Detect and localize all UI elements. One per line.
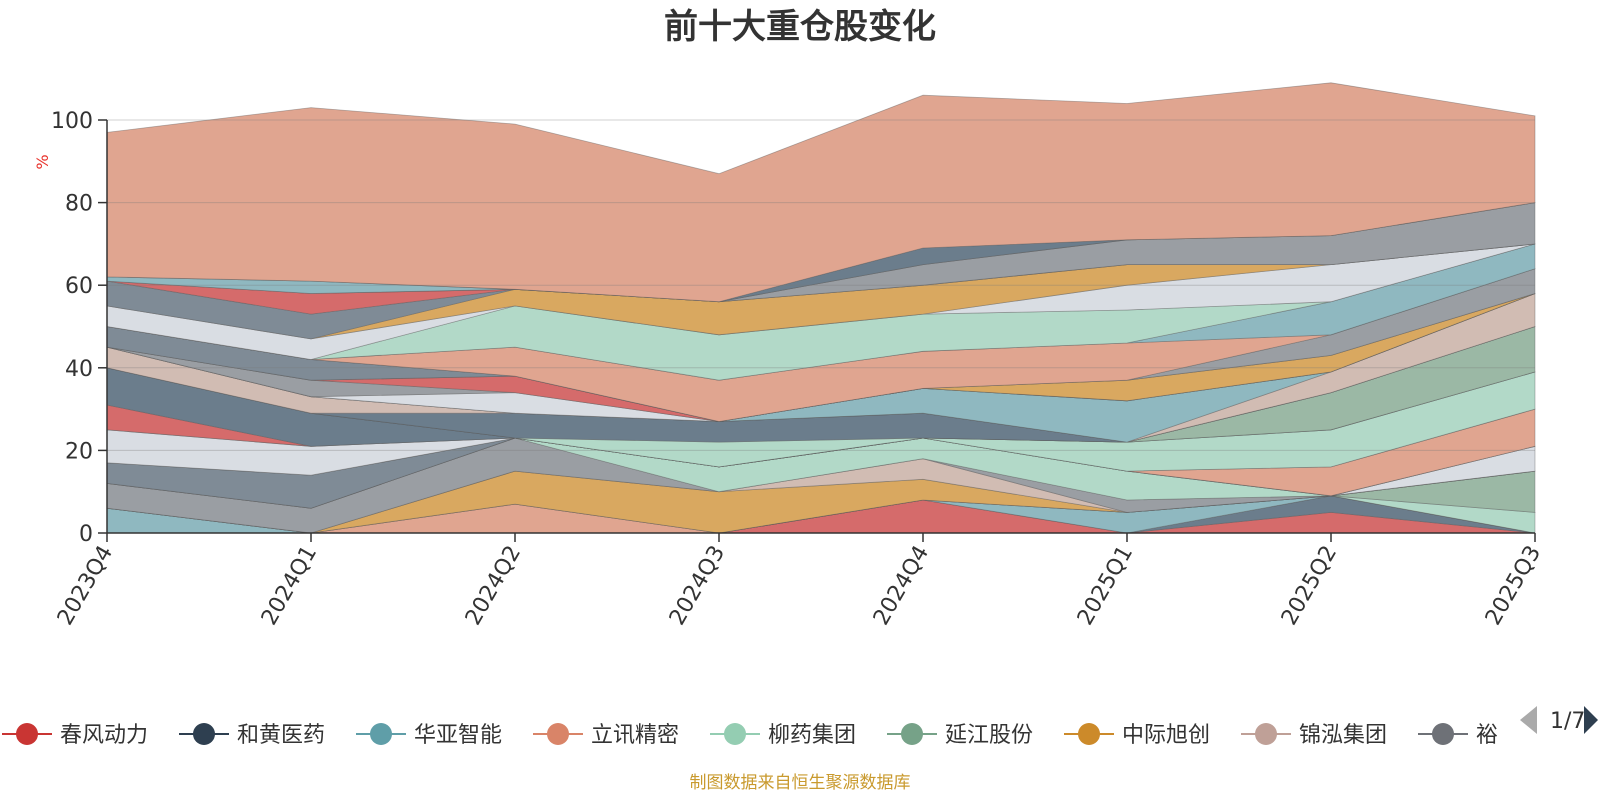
prev-page-icon[interactable] — [1520, 706, 1537, 734]
legend-label: 和黄医药 — [237, 723, 325, 748]
legend-circle-icon — [16, 723, 38, 745]
legend-pager: 1/7 — [1520, 706, 1598, 734]
legend-circle-icon — [370, 723, 392, 745]
area-series-15 — [106, 371, 1536, 472]
source-footnote: 制图数据来自恒生聚源数据库 — [690, 773, 911, 793]
legend-circle-icon — [1432, 723, 1454, 745]
chart-title: 前十大重仓股变化 — [664, 7, 936, 47]
legend-item-0[interactable]: 春风动力 — [2, 723, 148, 748]
area-layers — [106, 82, 1536, 534]
legend-circle-icon — [901, 723, 923, 745]
y-tick-label-5: 100 — [51, 109, 93, 134]
legend-item-4[interactable]: 柳药集团 — [710, 723, 856, 748]
area-series-17 — [106, 367, 1536, 468]
area-series-10 — [106, 437, 1536, 509]
y-tick-label-2: 40 — [65, 357, 93, 382]
x-tick-label-5: 2025Q1 — [1073, 542, 1138, 630]
legend-circle-icon — [1078, 723, 1100, 745]
x-tick-label-1: 2024Q1 — [257, 542, 322, 630]
legend-item-3[interactable]: 立讯精密 — [533, 723, 679, 748]
legend-label: 锦泓集团 — [1299, 723, 1387, 748]
legend-circle-icon — [1255, 723, 1277, 745]
x-tick-label-0: 2023Q4 — [53, 542, 118, 630]
legend-page-indicator: 1/7 — [1550, 709, 1585, 734]
x-tick-label-7: 2025Q3 — [1481, 542, 1546, 630]
legend-label: 中际旭创 — [1122, 723, 1210, 748]
next-page-icon[interactable] — [1584, 706, 1598, 734]
legend-circle-icon — [547, 723, 569, 745]
y-tick-label-0: 0 — [79, 522, 93, 547]
legend: 春风动力 和黄医药 华亚智能 立讯精密 柳药集团 延江股份 中际旭创 锦泓集团 裕 — [2, 723, 1498, 748]
area-series-40 — [106, 82, 1536, 303]
x-tick-label-2: 2024Q2 — [461, 542, 526, 630]
legend-label: 立讯精密 — [591, 723, 679, 748]
legend-item-7[interactable]: 锦泓集团 — [1241, 723, 1387, 748]
legend-circle-icon — [193, 723, 215, 745]
gridlines — [107, 119, 1535, 451]
legend-item-5[interactable]: 延江股份 — [887, 723, 1033, 748]
y-tick-label-4: 80 — [65, 192, 93, 217]
legend-item-8[interactable]: 裕 — [1418, 723, 1498, 748]
legend-label: 春风动力 — [60, 723, 148, 748]
legend-label: 华亚智能 — [414, 723, 502, 748]
legend-item-2[interactable]: 华亚智能 — [356, 723, 502, 748]
area-series-33 — [106, 243, 1536, 360]
x-tick-label-6: 2025Q2 — [1277, 542, 1342, 630]
legend-item-6[interactable]: 中际旭创 — [1064, 723, 1210, 748]
y-tick-label-3: 60 — [65, 274, 93, 299]
legend-circle-icon — [724, 723, 746, 745]
y-axis-unit: % — [33, 154, 52, 169]
legend-label: 柳药集团 — [768, 723, 856, 748]
area-series-18 — [106, 325, 1536, 468]
legend-item-1[interactable]: 和黄医药 — [179, 723, 325, 748]
legend-label: 裕 — [1476, 723, 1498, 748]
legend-label: 延江股份 — [945, 723, 1033, 748]
x-tick-label-4: 2024Q4 — [869, 542, 934, 630]
area-series-13 — [106, 408, 1536, 497]
y-tick-label-1: 20 — [65, 439, 93, 464]
x-tick-label-3: 2024Q3 — [665, 542, 730, 630]
